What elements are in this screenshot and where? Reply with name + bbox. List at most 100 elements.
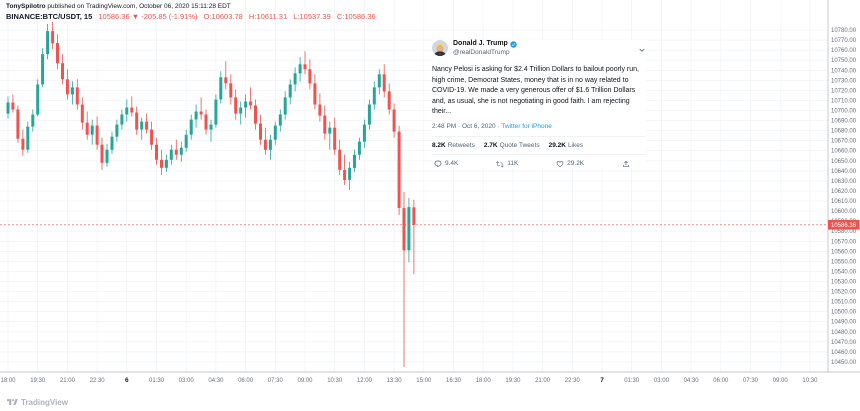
ohlc-high: H:10611.31 [248,12,288,21]
tweet-date: 2:48 PM · Oct 6, 2020 · [432,122,500,130]
svg-text:10690.00: 10690.00 [831,119,857,125]
svg-text:10520.00: 10520.00 [831,290,857,296]
svg-text:03:00: 03:00 [654,378,670,384]
tweet-header: Donald J. Trump @realDonaldTrump [432,40,646,59]
svg-text:10500.00: 10500.00 [831,310,857,316]
chevron-down-icon[interactable] [638,41,646,59]
svg-text:19:30: 19:30 [30,378,46,384]
svg-text:10510.00: 10510.00 [831,300,857,306]
ohlc-low: L:10537.39 [293,12,331,21]
tweet-card: Donald J. Trump @realDonaldTrump Nancy P… [432,40,646,168]
avatar-image [432,40,448,56]
avatar[interactable] [432,40,448,56]
svg-text:10720.00: 10720.00 [831,88,857,94]
reply-button[interactable]: 9.4K [434,160,458,168]
svg-text:10780.00: 10780.00 [831,28,857,34]
svg-text:04:30: 04:30 [208,378,224,384]
svg-text:10460.00: 10460.00 [831,350,857,356]
tweet-author-name[interactable]: Donald J. Trump [453,40,508,47]
svg-text:10586.36: 10586.36 [831,223,857,229]
svg-text:22:30: 22:30 [90,378,106,384]
svg-text:21:00: 21:00 [535,378,551,384]
svg-text:10700.00: 10700.00 [831,109,857,115]
svg-text:10620.00: 10620.00 [831,189,857,195]
tweet-author-handle[interactable]: @realDonaldTrump [453,49,510,57]
svg-text:18:00: 18:00 [476,378,492,384]
svg-text:10660.00: 10660.00 [831,149,857,155]
price-change: 10586.36 ▼ -205.85 (-1.91%) [98,12,198,21]
svg-text:10560.00: 10560.00 [831,249,857,255]
tweet-text: Nancy Pelosi is asking for $2.4 Trillion… [432,66,639,115]
svg-text:19:30: 19:30 [505,378,521,384]
svg-text:03:00: 03:00 [179,378,195,384]
tweet-author-block: Donald J. Trump @realDonaldTrump [453,40,638,56]
svg-text:10600.00: 10600.00 [831,209,857,215]
tweet-timestamp[interactable]: 2:48 PM · Oct 6, 2020 · Twitter for iPho… [432,123,646,130]
svg-text:01:30: 01:30 [149,378,165,384]
svg-text:10760.00: 10760.00 [831,48,857,54]
svg-text:10470.00: 10470.00 [831,340,857,346]
svg-text:10570.00: 10570.00 [831,239,857,245]
svg-text:13:30: 13:30 [387,378,403,384]
svg-text:15:00: 15:00 [416,378,432,384]
ohlc-open: O:10603.78 [203,12,243,21]
like-button[interactable]: 29.2K [556,160,584,168]
reply-count: 9.4K [445,160,459,167]
tradingview-logo[interactable]: TradingView [7,398,68,407]
svg-text:10540.00: 10540.00 [831,269,857,275]
likes-stat[interactable]: 29.2K Likes [548,141,584,149]
svg-text:10580.00: 10580.00 [831,229,857,235]
svg-text:16:30: 16:30 [446,378,462,384]
svg-text:10710.00: 10710.00 [831,99,857,105]
svg-text:10610.00: 10610.00 [831,199,857,205]
svg-text:10490.00: 10490.00 [831,320,857,326]
svg-text:10530.00: 10530.00 [831,280,857,286]
retweet-count: 11K [507,160,519,167]
svg-text:10:30: 10:30 [327,378,343,384]
svg-text:10450.00: 10450.00 [831,360,857,366]
svg-text:22:30: 22:30 [565,378,581,384]
svg-text:10480.00: 10480.00 [831,330,857,336]
tradingview-logo-icon [7,399,18,405]
svg-text:6: 6 [125,377,129,384]
share-button[interactable] [622,160,630,168]
svg-text:07:30: 07:30 [743,378,759,384]
svg-text:10:30: 10:30 [802,378,818,384]
tweet-source-link[interactable]: Twitter for iPhone [501,122,552,130]
svg-text:10680.00: 10680.00 [831,129,857,135]
svg-text:09:00: 09:00 [773,378,789,384]
tradingview-logo-text: TradingView [21,398,68,407]
share-icon [623,160,629,167]
ohlc-close: C:10586.36 [336,12,376,21]
tweet-actions-row: 9.4K 11K 29.2K [432,153,646,168]
tweet-stats-row: 8.2K Retweets 2.7K Quote Tweets 29.2K Likes [432,135,646,149]
svg-text:06:00: 06:00 [238,378,254,384]
svg-text:10770.00: 10770.00 [831,38,857,44]
byline: TonySpilotro published on TradingView.co… [6,3,231,10]
verified-badge-icon [510,40,517,48]
author-name: TonySpilotro [6,3,46,10]
svg-text:12:00: 12:00 [357,378,373,384]
svg-text:7: 7 [600,377,604,384]
quote-tweets-stat[interactable]: 2.7K Quote Tweets [483,141,540,149]
svg-text:10640.00: 10640.00 [831,169,857,175]
symbol-name: BINANCE:BTC/USDT, 15 [6,12,93,21]
retweet-icon [496,160,504,167]
svg-text:06:00: 06:00 [713,378,729,384]
svg-text:10650.00: 10650.00 [831,159,857,165]
svg-text:10550.00: 10550.00 [831,259,857,265]
svg-text:18:00: 18:00 [0,378,16,384]
symbol-quote-bar: BINANCE:BTC/USDT, 15 10586.36 ▼ -205.85 … [6,12,376,21]
svg-text:21:00: 21:00 [60,378,76,384]
svg-text:10740.00: 10740.00 [831,68,857,74]
heart-icon [556,160,564,167]
retweets-stat[interactable]: 8.2K Retweets [432,141,475,149]
svg-text:01:30: 01:30 [624,378,640,384]
svg-text:10750.00: 10750.00 [831,58,857,64]
svg-text:07:30: 07:30 [268,378,284,384]
svg-text:10670.00: 10670.00 [831,139,857,145]
like-count: 29.2K [567,160,585,167]
retweet-button[interactable]: 11K [496,160,518,168]
